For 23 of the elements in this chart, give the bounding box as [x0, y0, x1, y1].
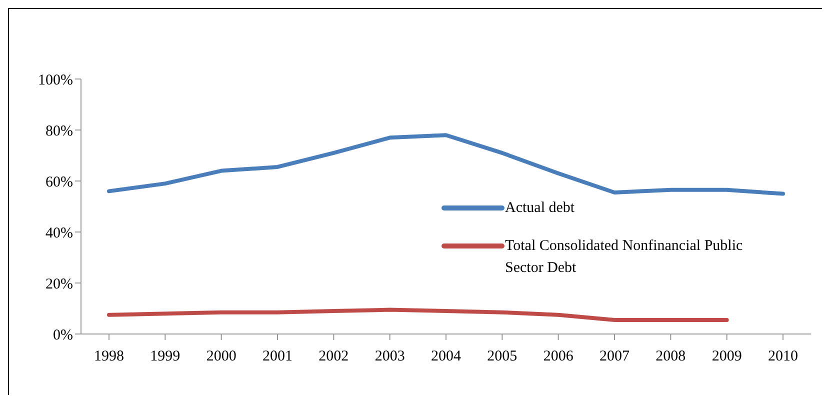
line-series	[107, 308, 729, 322]
y-tick-label: 60%	[46, 174, 73, 190]
x-tick-label: 2000	[206, 348, 236, 365]
x-tick-label: 2001	[262, 348, 292, 365]
y-tick-label: 80%	[46, 123, 73, 140]
x-tick-label: 2006	[543, 348, 574, 365]
x-tick-label: 2002	[318, 348, 349, 365]
legend-label: Total Consolidated Nonfinancial Public Sector Debt	[505, 237, 744, 278]
x-tick-label: 2007	[600, 348, 630, 365]
x-tick-label: 2003	[374, 348, 405, 365]
y-tick-label: 0%	[53, 327, 73, 344]
x-tick-label: 1999	[150, 348, 180, 365]
y-tick-label: 20%	[46, 276, 73, 292]
legend-label: Actual debt	[505, 199, 576, 218]
x-tick-label: 2010	[768, 348, 798, 365]
x-tick-label: 2004	[431, 348, 462, 365]
y-tick-label: 40%	[46, 225, 73, 242]
x-tick-label: 1998	[94, 348, 124, 365]
y-tick-label: 100%	[38, 72, 73, 88]
x-tick-label: 2008	[656, 348, 686, 365]
x-tick-label: 2005	[487, 348, 518, 365]
x-tick-label: 2009	[712, 348, 742, 365]
line-series	[107, 133, 785, 196]
